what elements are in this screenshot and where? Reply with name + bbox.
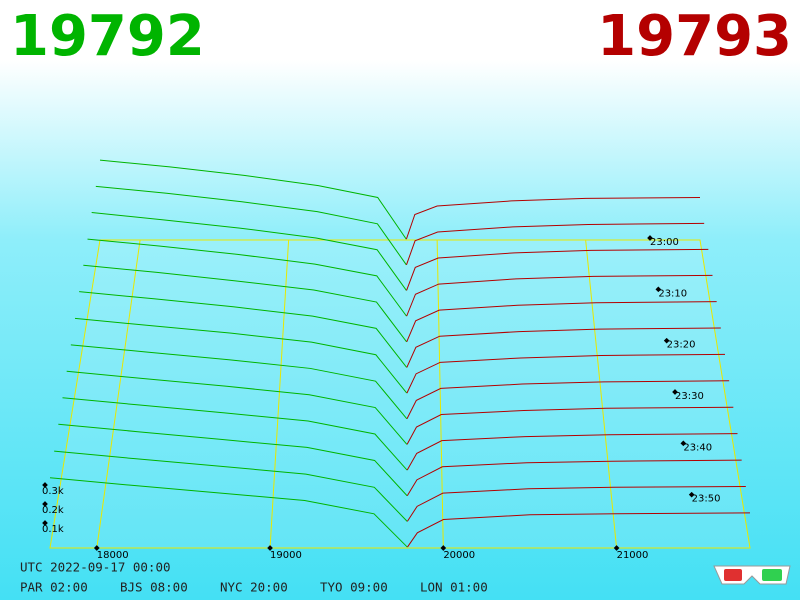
depth-line bbox=[91, 211, 407, 291]
tick-dot bbox=[267, 545, 273, 551]
time-label: 23:20 bbox=[667, 340, 696, 351]
tick-dot bbox=[663, 337, 670, 344]
depth-line bbox=[406, 433, 738, 471]
tick-dot bbox=[655, 286, 662, 293]
tick-dot bbox=[672, 389, 678, 395]
tick-dot bbox=[680, 440, 687, 447]
depth-line bbox=[406, 459, 742, 496]
depth-line bbox=[406, 274, 713, 317]
x-tick-label: 21000 bbox=[617, 550, 649, 561]
time-label: 23:30 bbox=[675, 391, 704, 402]
utc-time: UTC 2022-09-17 00:00 bbox=[20, 560, 171, 575]
time-label: 23:00 bbox=[650, 237, 679, 248]
depth-line bbox=[49, 477, 408, 548]
depth-line bbox=[95, 185, 407, 266]
z-tick-label: 0.1k bbox=[42, 524, 64, 535]
depth-line bbox=[405, 197, 701, 240]
depth-line bbox=[79, 291, 408, 368]
depth-line bbox=[406, 406, 734, 445]
depth-line bbox=[406, 248, 709, 291]
x-tick-label: 20000 bbox=[443, 550, 475, 561]
depth-line bbox=[70, 344, 408, 420]
depth-line bbox=[406, 327, 721, 368]
clock: LON 01:00 bbox=[420, 580, 488, 595]
grid-line bbox=[269, 239, 290, 549]
depth-line bbox=[406, 486, 746, 522]
bid-price: 19792 bbox=[10, 4, 205, 69]
tick-dot bbox=[42, 520, 48, 526]
z-tick-label: 0.2k bbox=[42, 505, 64, 516]
depth-line bbox=[58, 423, 408, 497]
x-tick-label: 19000 bbox=[270, 550, 302, 561]
tick-dot bbox=[647, 235, 653, 241]
tick-dot bbox=[688, 491, 695, 498]
depth-line bbox=[83, 264, 407, 343]
clock: BJS 08:00 bbox=[120, 580, 188, 595]
tick-dot bbox=[613, 545, 620, 551]
floor bbox=[49, 239, 751, 549]
depth-line bbox=[406, 222, 705, 265]
tick-dot bbox=[93, 545, 100, 551]
depth-line bbox=[406, 380, 730, 419]
clock: NYC 20:00 bbox=[220, 580, 288, 595]
depth-line bbox=[62, 397, 408, 471]
grid-line bbox=[436, 239, 444, 549]
time-label: 23:40 bbox=[683, 442, 712, 453]
clock: PAR 02:00 bbox=[20, 580, 88, 595]
depth-line bbox=[407, 512, 751, 548]
grid-line bbox=[585, 239, 618, 549]
x-tick-label: 18000 bbox=[97, 550, 129, 561]
glasses-icon bbox=[713, 565, 791, 585]
time-label: 23:10 bbox=[658, 288, 687, 299]
time-label: 23:50 bbox=[692, 494, 721, 505]
ask-price: 19793 bbox=[597, 4, 792, 69]
depth-line bbox=[66, 370, 408, 445]
z-tick-label: 0.3k bbox=[42, 486, 64, 497]
depth-line bbox=[87, 238, 407, 317]
depth-line bbox=[406, 353, 726, 394]
grid-line bbox=[96, 239, 141, 549]
tick-dot bbox=[440, 545, 447, 551]
depth-line bbox=[74, 317, 408, 394]
clock: TYO 09:00 bbox=[320, 580, 388, 595]
depth-line bbox=[54, 450, 408, 522]
depth-line bbox=[406, 301, 717, 342]
depth-line bbox=[99, 159, 407, 240]
